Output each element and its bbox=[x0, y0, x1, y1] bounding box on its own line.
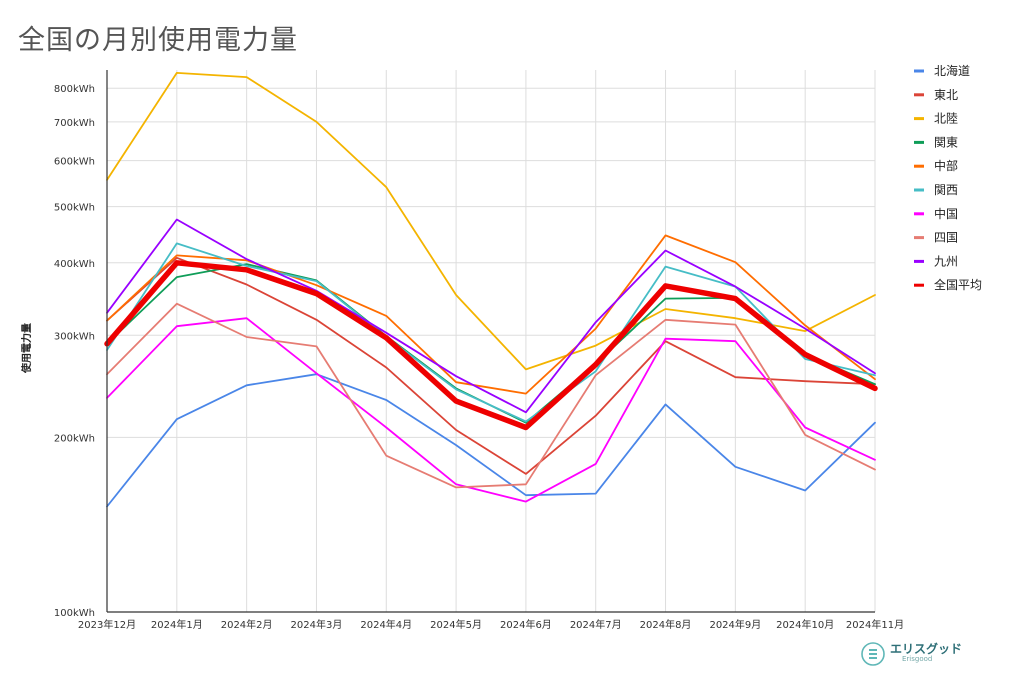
x-tick-label: 2024年11月 bbox=[846, 618, 904, 631]
legend-label: 北陸 bbox=[934, 112, 958, 126]
x-tick-label: 2024年2月 bbox=[221, 618, 273, 631]
x-tick-label: 2024年8月 bbox=[640, 618, 692, 631]
legend-label: 四国 bbox=[934, 231, 958, 245]
x-tick-label: 2024年5月 bbox=[430, 618, 482, 631]
y-tick-label: 600kWh bbox=[54, 157, 95, 168]
series-line-5 bbox=[106, 242, 876, 423]
x-axis-ticks: 2023年12月 2024年1月 2024年2月 2024年3月 2024年4月 2024… bbox=[78, 618, 904, 631]
series-line-2 bbox=[106, 72, 876, 371]
series-lines bbox=[104, 72, 878, 508]
x-tick-label: 2024年7月 bbox=[570, 618, 622, 631]
x-tick-label: 2024年10月 bbox=[776, 618, 834, 631]
series-line-0 bbox=[106, 373, 876, 508]
x-tick-label: 2024年9月 bbox=[709, 618, 761, 631]
logo-sub: Erisgood bbox=[902, 655, 933, 663]
legend-label: 九州 bbox=[934, 254, 958, 268]
legend-label: 北海道 bbox=[934, 63, 970, 78]
x-tick-label: 2023年12月 bbox=[78, 618, 136, 631]
series-line-6 bbox=[106, 317, 876, 503]
series-line-3 bbox=[106, 263, 876, 424]
logo-name: エリスグッド bbox=[890, 642, 963, 656]
legend-label: 関西 bbox=[934, 183, 958, 197]
x-tick-label: 2024年4月 bbox=[360, 618, 412, 631]
x-tick-label: 2024年3月 bbox=[291, 618, 343, 631]
series-line-1 bbox=[106, 256, 876, 475]
y-tick-label: 400kWh bbox=[54, 259, 95, 270]
legend-label: 東北 bbox=[934, 88, 958, 102]
page-title: 全国の月別使用電力量 bbox=[18, 25, 298, 56]
series-line-7 bbox=[106, 302, 876, 489]
y-tick-label: 500kWh bbox=[54, 203, 95, 214]
y-tick-label: 200kWh bbox=[54, 433, 95, 444]
legend-label: 全国平均 bbox=[934, 277, 982, 292]
y-tick-label: 700kWh bbox=[54, 118, 95, 129]
series-line-8 bbox=[106, 218, 876, 414]
y-tick-label: 100kWh bbox=[54, 608, 95, 619]
y-tick-label: 300kWh bbox=[54, 331, 95, 342]
y-axis-ticks: 100kWh 200kWh 300kWh 400kWh 500kWh 600kWh 700k… bbox=[54, 84, 95, 619]
logo-icon bbox=[860, 641, 885, 666]
y-tick-label: 800kWh bbox=[54, 84, 95, 95]
grid bbox=[106, 70, 876, 613]
legend-label: 関東 bbox=[934, 135, 958, 149]
series-line-9 bbox=[104, 260, 878, 431]
series-line-4 bbox=[106, 234, 876, 395]
x-tick-label: 2024年6月 bbox=[500, 618, 552, 631]
legend-label: 中部 bbox=[934, 158, 958, 173]
y-axis-label: 使用電力量 bbox=[20, 323, 33, 374]
axes bbox=[106, 70, 875, 613]
legend-label: 中国 bbox=[934, 206, 958, 221]
x-tick-label: 2024年1月 bbox=[151, 618, 203, 631]
brand-logo: エリスグッド Erisgood bbox=[860, 641, 963, 666]
